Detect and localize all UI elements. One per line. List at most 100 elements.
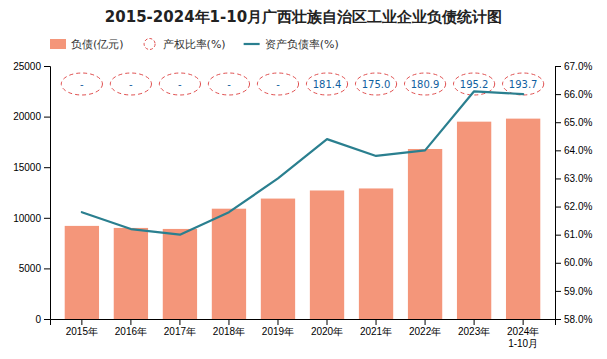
legend-swatch xyxy=(50,39,66,49)
y2-tick: 61.0% xyxy=(555,229,592,240)
plot: -----181.4175.0180.9195.2193.72015年2016年… xyxy=(13,61,592,349)
x-tick: 2017年 xyxy=(164,319,196,337)
x-tick-label: 2024年1-10月 xyxy=(507,326,539,349)
y2-axis: 58.0% 59.0% 60.0% 61.0% 62.0% 63.0% 64.0% 65.0%… xyxy=(555,61,592,325)
legend-label: 负债(亿元) xyxy=(71,38,124,51)
y2-tick: 67.0% xyxy=(555,61,592,72)
y2-tick-label: 62.0% xyxy=(564,201,592,212)
ratio-ellipse xyxy=(404,73,445,95)
x-tick-mark xyxy=(130,319,131,325)
y2-tick-label: 58.0% xyxy=(564,314,592,325)
bar xyxy=(457,122,491,319)
y-tick: 0 xyxy=(35,314,50,325)
y2-tick: 60.0% xyxy=(555,257,592,268)
y-tick-mark xyxy=(44,319,50,320)
y-axis: 0 5000 10000 15000 20000 25000 xyxy=(13,61,50,325)
y2-tick-mark xyxy=(555,94,561,95)
title: 2015-2024年1-10月广西壮族自治区工业企业负债统计图 xyxy=(105,8,502,26)
y2-tick-mark xyxy=(555,150,561,151)
y-tick-label: 10000 xyxy=(13,213,41,224)
x-tick: 2023年 xyxy=(458,319,490,337)
x-tick-label: 2023年 xyxy=(458,326,490,337)
y2-tick-mark xyxy=(555,207,561,208)
y2-tick-mark xyxy=(555,263,561,264)
ratio-ellipse xyxy=(208,73,249,95)
y2-tick: 64.0% xyxy=(555,145,592,156)
y-tick-label: 20000 xyxy=(13,111,41,122)
x-tick: 2019年 xyxy=(262,319,294,337)
y2-tick-label: 59.0% xyxy=(564,286,592,297)
x-tick-mark xyxy=(327,319,328,325)
x-tick: 2016年 xyxy=(115,319,147,337)
data-label: - xyxy=(178,79,182,90)
y-tick-mark xyxy=(44,167,50,168)
legend-label: 资产负债率(%) xyxy=(265,38,339,51)
legend-label: 产权比率(%) xyxy=(163,38,226,51)
bar xyxy=(310,190,344,319)
legend-item: 负债(亿元) xyxy=(50,38,124,51)
x-tick-label: 2016年 xyxy=(115,326,147,337)
ratio-ellipse xyxy=(61,73,102,95)
y-tick-mark xyxy=(44,66,50,67)
data-label: 195.2 xyxy=(460,79,489,90)
chart: 2015-2024年1-10月广西壮族自治区工业企业负债统计图-----181.… xyxy=(0,0,607,359)
y2-tick-label: 66.0% xyxy=(564,89,592,100)
y2-tick-mark xyxy=(555,291,561,292)
y-tick-label: 0 xyxy=(35,314,41,325)
x-tick-label: 2015年 xyxy=(66,326,98,337)
y2-tick-mark xyxy=(555,319,561,320)
ratio-ellipse xyxy=(159,73,200,95)
x-tick: 2018年 xyxy=(213,319,245,337)
data-label: 175.0 xyxy=(362,79,391,90)
x-tick: 2015年 xyxy=(66,319,98,337)
y2-tick-label: 63.0% xyxy=(564,173,592,184)
y2-tick-label: 65.0% xyxy=(564,117,592,128)
y2-tick-mark xyxy=(555,122,561,123)
legend-item: 资产负债率(%) xyxy=(244,38,339,51)
y-tick-mark xyxy=(44,268,50,269)
y-tick-mark xyxy=(44,218,50,219)
bar xyxy=(408,149,442,319)
ratio-ellipse xyxy=(306,73,347,95)
x-tick: 2021年 xyxy=(360,319,392,337)
x-tick-label: 2019年 xyxy=(262,326,294,337)
bar xyxy=(65,226,99,319)
legend-item: 产权比率(%) xyxy=(144,38,226,51)
legend: 负债(亿元) 产权比率(%) 资产负债率(%) xyxy=(50,38,339,51)
x-tick-mark xyxy=(277,319,278,325)
y-tick: 15000 xyxy=(13,162,50,173)
x-tick-mark xyxy=(228,319,229,325)
ratio-ellipse xyxy=(503,73,544,95)
y2-tick-label: 67.0% xyxy=(564,61,592,72)
y-tick-label: 5000 xyxy=(19,263,42,274)
x-tick-label: 2020年 xyxy=(311,326,343,337)
y2-tick-label: 64.0% xyxy=(564,145,592,156)
ratio-ellipse xyxy=(110,73,151,95)
y-tick: 25000 xyxy=(13,61,50,72)
data-label: - xyxy=(276,79,280,90)
y2-axis-line xyxy=(556,67,562,320)
x-tick-label: 2022年 xyxy=(409,326,441,337)
bar xyxy=(114,228,148,319)
bar xyxy=(506,119,540,319)
ratio-ellipse xyxy=(355,73,396,95)
y2-tick-label: 61.0% xyxy=(564,229,592,240)
data-label: - xyxy=(80,79,84,90)
legend-swatch xyxy=(144,39,155,50)
y2-tick: 62.0% xyxy=(555,201,592,212)
x-tick-mark xyxy=(425,319,426,325)
data-label: - xyxy=(227,79,231,90)
x-tick: 2024年1-10月 xyxy=(507,319,539,349)
y2-tick: 58.0% xyxy=(555,314,592,325)
x-axis-line xyxy=(51,320,556,326)
x-tick-mark xyxy=(523,319,524,325)
y2-tick-mark xyxy=(555,178,561,179)
y2-tick-mark xyxy=(555,66,561,67)
bar xyxy=(261,199,295,319)
bar xyxy=(163,229,197,319)
data-label: 193.7 xyxy=(509,79,538,90)
x-tick-label: 2017年 xyxy=(164,326,196,337)
data-label: - xyxy=(129,79,133,90)
x-tick: 2022年 xyxy=(409,319,441,337)
y-tick-label: 25000 xyxy=(13,61,41,72)
